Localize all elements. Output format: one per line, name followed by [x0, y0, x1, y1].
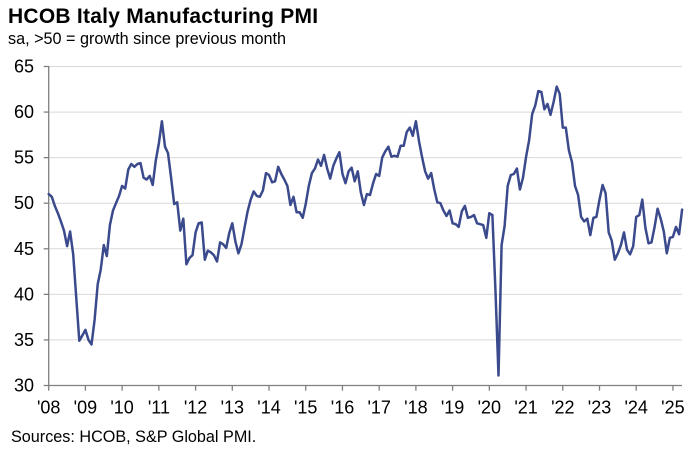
svg-text:'22: '22	[551, 398, 574, 418]
svg-text:'08: '08	[37, 398, 60, 418]
svg-text:'24: '24	[624, 398, 647, 418]
svg-text:30: 30	[14, 376, 34, 396]
svg-text:'17: '17	[367, 398, 390, 418]
svg-text:45: 45	[14, 239, 34, 259]
svg-text:'09: '09	[74, 398, 97, 418]
svg-text:40: 40	[14, 284, 34, 304]
svg-text:sa, >50 = growth since previou: sa, >50 = growth since previous month	[8, 30, 286, 48]
svg-text:65: 65	[14, 57, 34, 77]
svg-text:'11: '11	[148, 398, 170, 418]
svg-text:'18: '18	[404, 398, 427, 418]
svg-text:60: 60	[14, 102, 34, 122]
svg-text:'16: '16	[331, 398, 354, 418]
svg-text:'10: '10	[110, 398, 133, 418]
svg-text:35: 35	[14, 330, 34, 350]
svg-text:'13: '13	[221, 398, 244, 418]
svg-text:HCOB Italy Manufacturing PMI: HCOB Italy Manufacturing PMI	[8, 5, 318, 28]
svg-text:'21: '21	[514, 398, 537, 418]
svg-text:'12: '12	[184, 398, 207, 418]
svg-text:Sources: HCOB, S&P Global PMI.: Sources: HCOB, S&P Global PMI.	[11, 428, 256, 446]
svg-text:'14: '14	[257, 398, 280, 418]
svg-text:50: 50	[14, 193, 34, 213]
svg-text:'19: '19	[441, 398, 464, 418]
svg-text:'15: '15	[294, 398, 317, 418]
svg-text:'20: '20	[478, 398, 501, 418]
svg-text:'23: '23	[588, 398, 611, 418]
svg-text:'25: '25	[661, 398, 684, 418]
svg-text:55: 55	[14, 148, 34, 168]
